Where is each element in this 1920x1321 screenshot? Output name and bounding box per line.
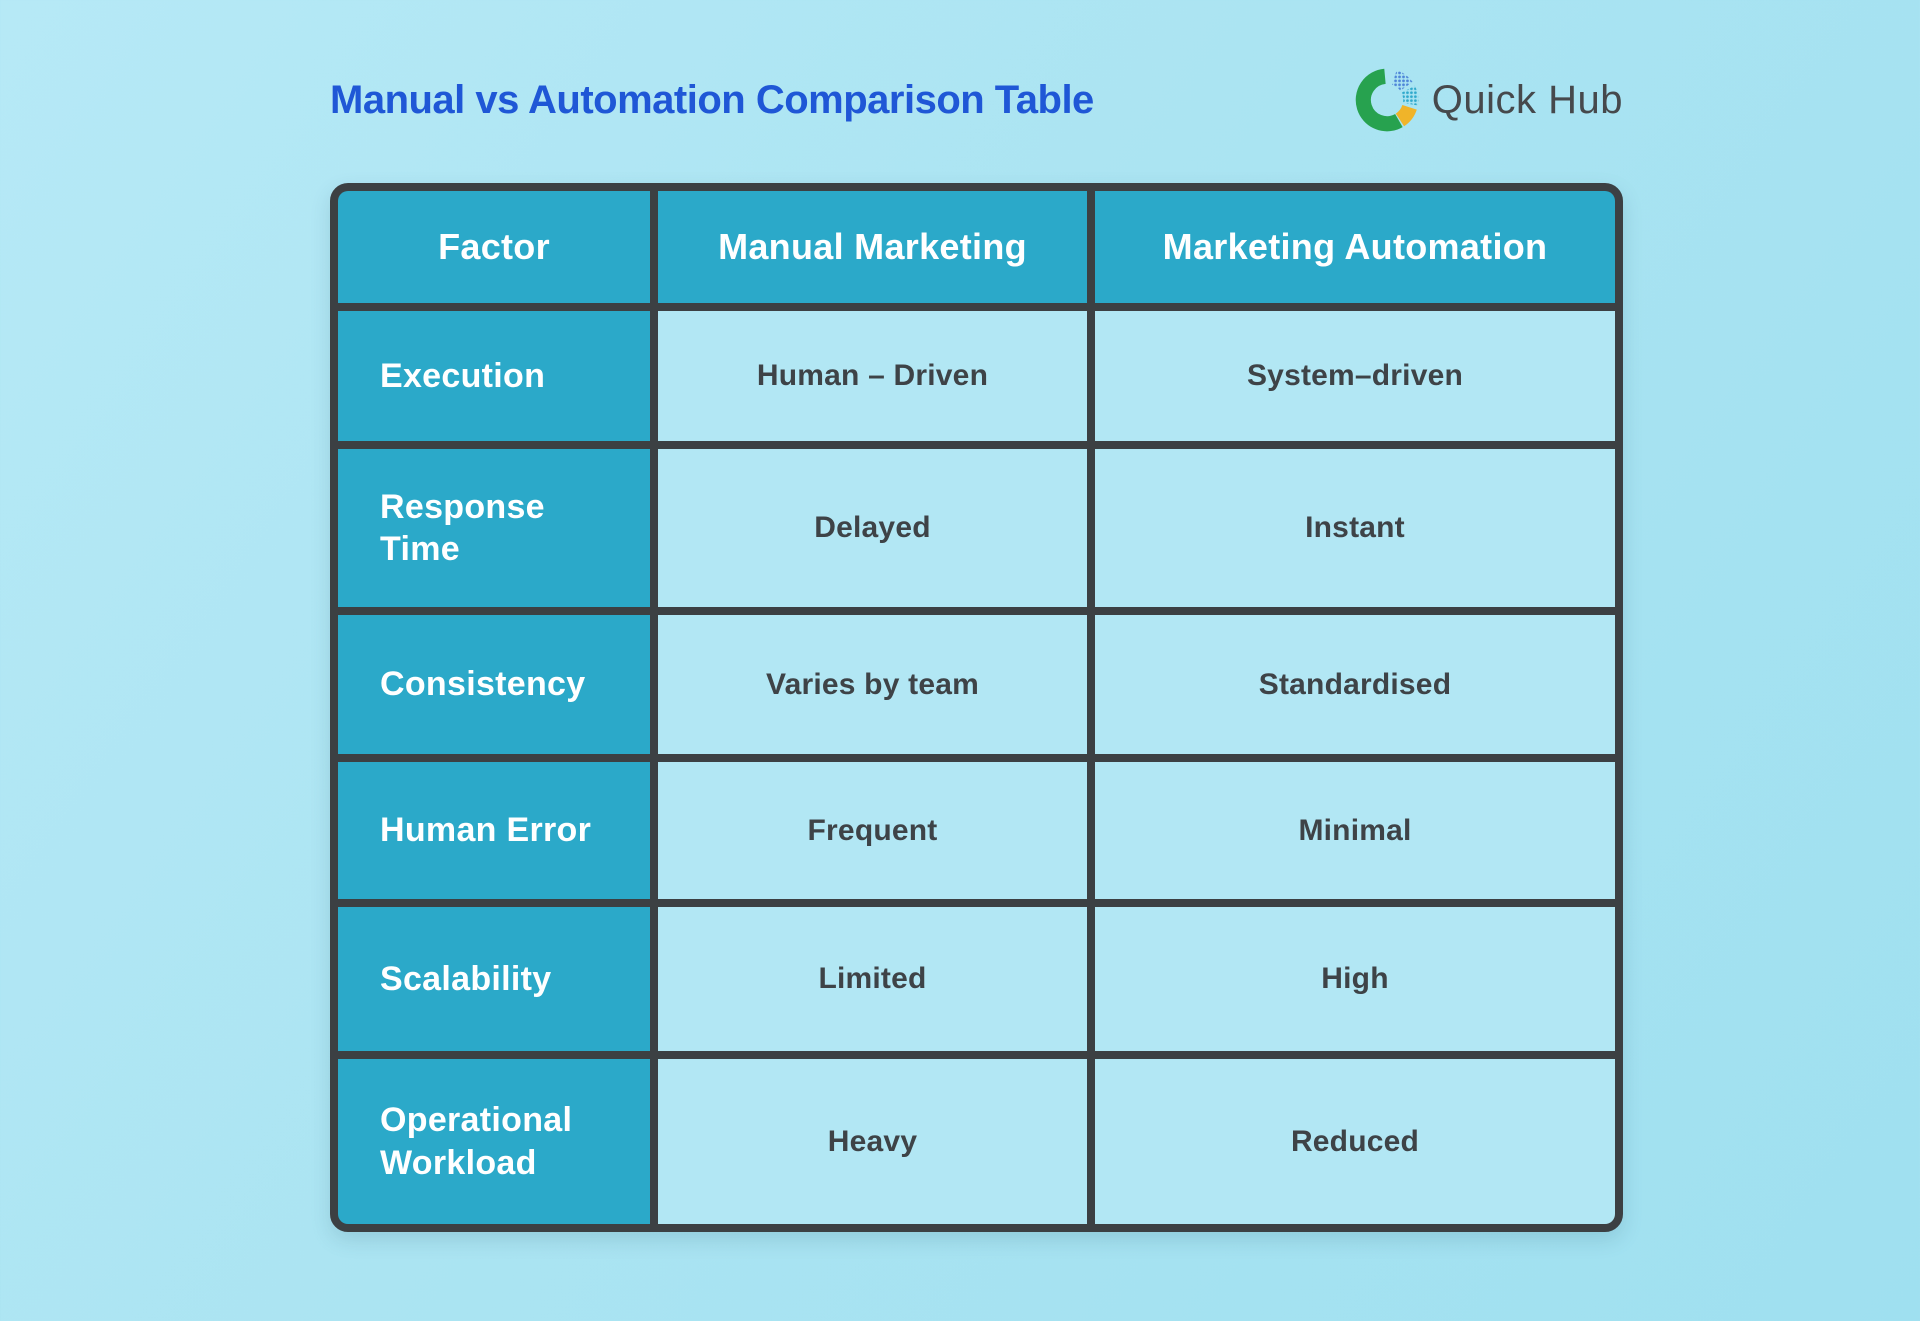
column-header-manual-marketing: Manual Marketing (658, 191, 1087, 303)
row-header-response-time: Response Time (338, 449, 650, 607)
quickhub-logo-text: Quick Hub (1431, 77, 1623, 122)
column-header-factor: Factor (338, 191, 650, 303)
quickhub-logo: Quick Hub (1354, 67, 1623, 133)
cell-operational-workload-manual: Heavy (658, 1059, 1087, 1224)
cell-consistency-manual: Varies by team (658, 615, 1087, 754)
cell-response-time-manual: Delayed (658, 449, 1087, 607)
page-title: Manual vs Automation Comparison Table (330, 77, 1094, 122)
page: Manual vs Automation Comparison Table (330, 58, 1623, 1232)
quickhub-ring-icon (1355, 68, 1419, 132)
cell-scalability-manual: Limited (658, 907, 1087, 1051)
row-header-consistency: Consistency (338, 615, 650, 754)
cell-scalability-automation: High (1095, 907, 1615, 1051)
cell-response-time-automation: Instant (1095, 449, 1615, 607)
row-header-execution: Execution (338, 311, 650, 441)
cell-execution-manual: Human – Driven (658, 311, 1087, 441)
cell-human-error-manual: Frequent (658, 762, 1087, 899)
cell-consistency-automation: Standardised (1095, 615, 1615, 754)
cell-execution-automation: System–driven (1095, 311, 1615, 441)
page-header: Manual vs Automation Comparison Table (330, 58, 1623, 142)
cell-human-error-automation: Minimal (1095, 762, 1615, 899)
cell-operational-workload-automation: Reduced (1095, 1059, 1615, 1224)
row-header-scalability: Scalability (338, 907, 650, 1051)
row-header-human-error: Human Error (338, 762, 650, 899)
comparison-table: Factor Manual Marketing Marketing Automa… (330, 183, 1623, 1232)
column-header-marketing-automation: Marketing Automation (1095, 191, 1615, 303)
row-header-operational-workload: Operational Workload (338, 1059, 650, 1224)
